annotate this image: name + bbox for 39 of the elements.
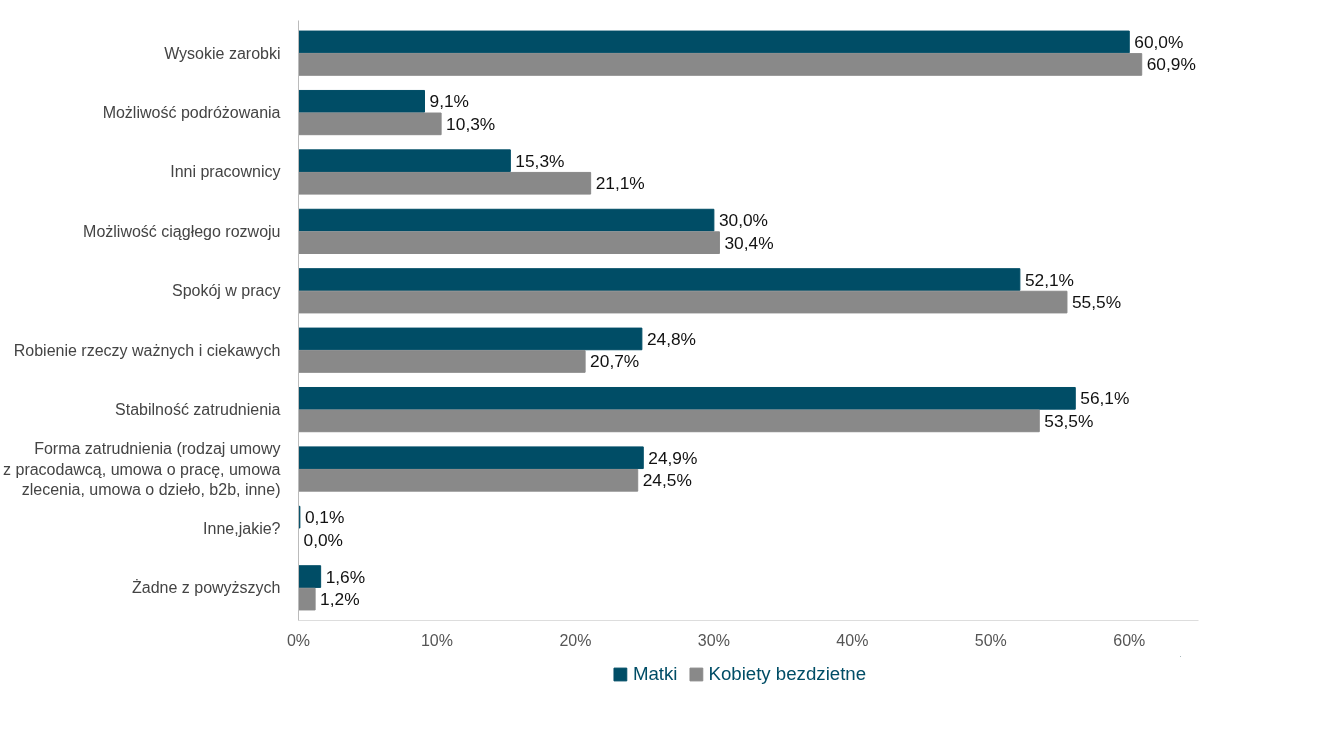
y-tick-label: Spokój w pracy: [172, 282, 281, 300]
x-tick-label: 50%: [974, 631, 1007, 649]
x-tick-label: 0%: [286, 631, 311, 649]
data-label: 60,9%: [1146, 54, 1196, 75]
data-label: 24,9%: [648, 447, 698, 468]
data-label: 0,0%: [303, 529, 343, 550]
data-label: 1,6%: [325, 566, 366, 587]
y-tick-label: Inne,jakie?: [203, 519, 281, 537]
data-label: 53,5%: [1044, 410, 1094, 431]
y-tick-label: Stabilność zatrudnienia: [115, 401, 281, 419]
x-tick-label: 20%: [559, 631, 592, 649]
data-label: 9,1%: [429, 91, 469, 112]
data-label: 30,4%: [724, 232, 774, 253]
data-label: 60,0%: [1134, 31, 1184, 52]
data-label: 0,1%: [304, 507, 345, 528]
legend-label: Kobiety bezdzietne: [708, 662, 867, 685]
data-label: 30,0%: [718, 210, 769, 231]
data-label: 24,8%: [646, 328, 697, 349]
data-label: 10,3%: [446, 113, 496, 134]
y-tick-label: Możliwość podróżowania: [102, 104, 281, 122]
x-tick-label: 10%: [420, 631, 453, 649]
data-label: 52,1%: [1024, 269, 1075, 290]
data-label: 1,2%: [320, 589, 360, 610]
data-label: 24,5%: [642, 470, 692, 491]
x-tick-label: 60%: [1113, 631, 1146, 649]
data-label: 55,5%: [1071, 292, 1122, 313]
y-tick-label: Inni pracownicy: [170, 163, 281, 181]
data-label: 20,7%: [590, 351, 640, 372]
y-tick-label: Żadne z powyższych: [131, 578, 281, 597]
data-label: 15,3%: [515, 150, 565, 171]
y-tick-label: Możliwość ciągłego rozwoju: [83, 222, 281, 240]
data-label: 21,1%: [595, 173, 645, 194]
x-tick-label: 30%: [697, 631, 730, 649]
legend-label: Matki: [632, 662, 678, 685]
x-tick-label: 40%: [836, 631, 869, 649]
data-label: 56,1%: [1080, 388, 1130, 409]
y-tick-label: Wysokie zarobki: [164, 44, 281, 62]
y-tick-label: Forma zatrudnienia (rodzaj umowy z pracodawcą, umowa o pracę, umowa zlecenia, umowa o dzieło, b2b, inne): [3, 440, 281, 498]
y-tick-label: Robienie rzeczy ważnych i ciekawych: [13, 341, 281, 359]
